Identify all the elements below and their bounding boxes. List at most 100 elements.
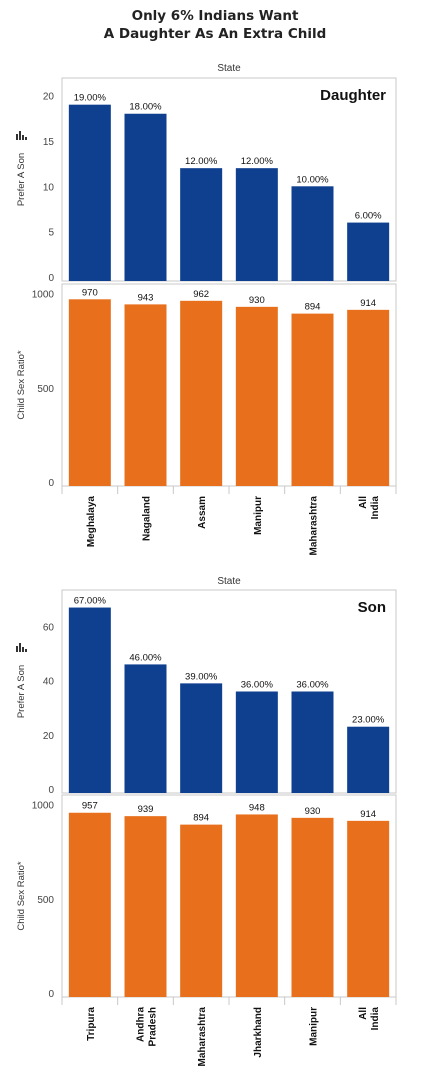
category-label: Maharashtra <box>197 1007 208 1067</box>
chart-panel-daughter: State 0 5 10 15 20 Prefer A Son 19.00% 18.00% 12.… <box>16 63 397 556</box>
bar <box>235 306 278 486</box>
chart-glyph-icon <box>19 643 21 652</box>
data-label: 914 <box>360 809 376 820</box>
panel-label: Son <box>358 599 386 616</box>
y-axis-label: Child Sex Ratio* <box>16 861 27 930</box>
y-tick-label: 0 <box>48 478 54 489</box>
y-tick-label: 40 <box>43 677 55 688</box>
bar <box>124 816 167 997</box>
chart-glyph-icon <box>16 134 18 140</box>
series-child-sex-ratio: 0 500 1000 Child Sex Ratio* 970 943 962 930 894 9… <box>16 283 397 489</box>
bar <box>347 726 390 793</box>
y-axis-label: Child Sex Ratio* <box>16 350 27 419</box>
bar <box>291 691 334 793</box>
category-label: Tripura <box>86 1007 97 1041</box>
category-label-line: India <box>370 496 381 520</box>
bar <box>291 817 334 997</box>
data-label: 18.00% <box>129 102 162 113</box>
category-label-line: All <box>358 496 369 509</box>
category-axis: Meghalaya Nagaland Assam Manipur Maharashtra… <box>61 486 397 556</box>
category-label-line: All <box>358 1007 369 1020</box>
series-prefer-a-son: 0 5 10 15 20 Prefer A Son 19.00% 18.00% 12.00% 12… <box>16 77 397 284</box>
bar <box>347 222 390 281</box>
chart-glyph-icon <box>16 646 18 652</box>
category-label: Nagaland <box>142 496 153 541</box>
y-tick-label: 1000 <box>32 801 55 812</box>
category-axis: Tripura AndhraPradesh Maharashtra Jharkhand… <box>61 997 397 1067</box>
chart-title-line1: Only 6% Indians Want <box>132 8 299 24</box>
y-tick-label: 500 <box>37 384 54 395</box>
category-label: Maharashtra <box>309 496 320 556</box>
data-label: 970 <box>82 287 98 298</box>
data-label: 914 <box>360 298 376 309</box>
series-prefer-a-son: 0 20 40 60 Prefer A Son 67.00% 46.00% 39.00% 36.… <box>16 589 397 796</box>
bar <box>180 300 223 486</box>
bar <box>347 820 390 997</box>
y-tick-label: 0 <box>48 989 54 1000</box>
panel-label: Daughter <box>320 87 386 104</box>
bar <box>124 304 167 486</box>
y-tick-label: 10 <box>43 182 55 193</box>
y-tick-label: 20 <box>43 92 55 103</box>
chart-panel-son: State 0 20 40 60 Prefer A Son 67.00% 46.00% 39.0… <box>16 576 397 1067</box>
category-label: Manipur <box>309 1007 320 1046</box>
chart-glyph-icon <box>25 137 27 140</box>
y-tick-label: 5 <box>48 228 54 239</box>
chart-glyph-icon <box>19 131 21 140</box>
plot-frame <box>61 589 397 794</box>
data-label: 46.00% <box>129 652 162 663</box>
plot-frame <box>61 794 397 998</box>
y-tick-label: 20 <box>43 731 55 742</box>
y-axis-label: Prefer A Son <box>16 665 27 718</box>
data-label: 6.00% <box>355 211 382 222</box>
bar <box>347 309 390 486</box>
y-tick-label: 60 <box>43 623 55 634</box>
category-label: Manipur <box>253 496 264 535</box>
category-label: Assam <box>197 496 208 529</box>
bar <box>291 313 334 486</box>
bar <box>235 691 278 793</box>
y-tick-label: 0 <box>48 273 54 284</box>
category-label: AndhraPradesh <box>136 1007 159 1047</box>
category-label-line: Pradesh <box>148 1007 159 1046</box>
bar <box>124 113 167 281</box>
data-label: 39.00% <box>185 671 218 682</box>
data-label: 943 <box>138 292 154 303</box>
bar <box>124 664 167 793</box>
data-label: 23.00% <box>352 715 385 726</box>
y-axis-label: Prefer A Son <box>16 153 27 206</box>
data-label: 939 <box>138 804 154 815</box>
data-label: 930 <box>305 806 321 817</box>
data-label: 36.00% <box>241 680 274 691</box>
category-label: AllIndia <box>358 1007 381 1031</box>
data-label: 19.00% <box>74 93 107 104</box>
plot-frame <box>61 283 397 487</box>
bar <box>291 186 334 281</box>
chart-glyph-icon <box>22 135 24 140</box>
plot-frame <box>61 77 397 282</box>
bar <box>235 814 278 997</box>
data-label: 930 <box>249 295 265 306</box>
y-tick-label: 0 <box>48 785 54 796</box>
bar <box>68 812 111 997</box>
category-label: Meghalaya <box>86 496 97 548</box>
y-tick-label: 1000 <box>32 290 55 301</box>
category-label: Jharkhand <box>253 1007 264 1058</box>
data-label: 948 <box>249 802 265 813</box>
category-label-line: India <box>370 1007 381 1031</box>
y-tick-label: 500 <box>37 895 54 906</box>
chart-title-line2: A Daughter As An Extra Child <box>104 26 327 42</box>
chart-panels: State 0 5 10 15 20 Prefer A Son 19.00% 18.00% 12.… <box>16 63 397 1067</box>
data-label: 67.00% <box>74 596 107 607</box>
y-tick-label: 15 <box>43 137 55 148</box>
data-label: 12.00% <box>241 156 274 167</box>
bar <box>68 299 111 486</box>
column-header: State <box>217 63 241 74</box>
chart-glyph-icon <box>22 647 24 652</box>
data-label: 12.00% <box>185 156 218 167</box>
category-label: AllIndia <box>358 496 381 520</box>
bar <box>180 168 223 281</box>
bar <box>180 824 223 997</box>
column-header: State <box>217 576 241 587</box>
